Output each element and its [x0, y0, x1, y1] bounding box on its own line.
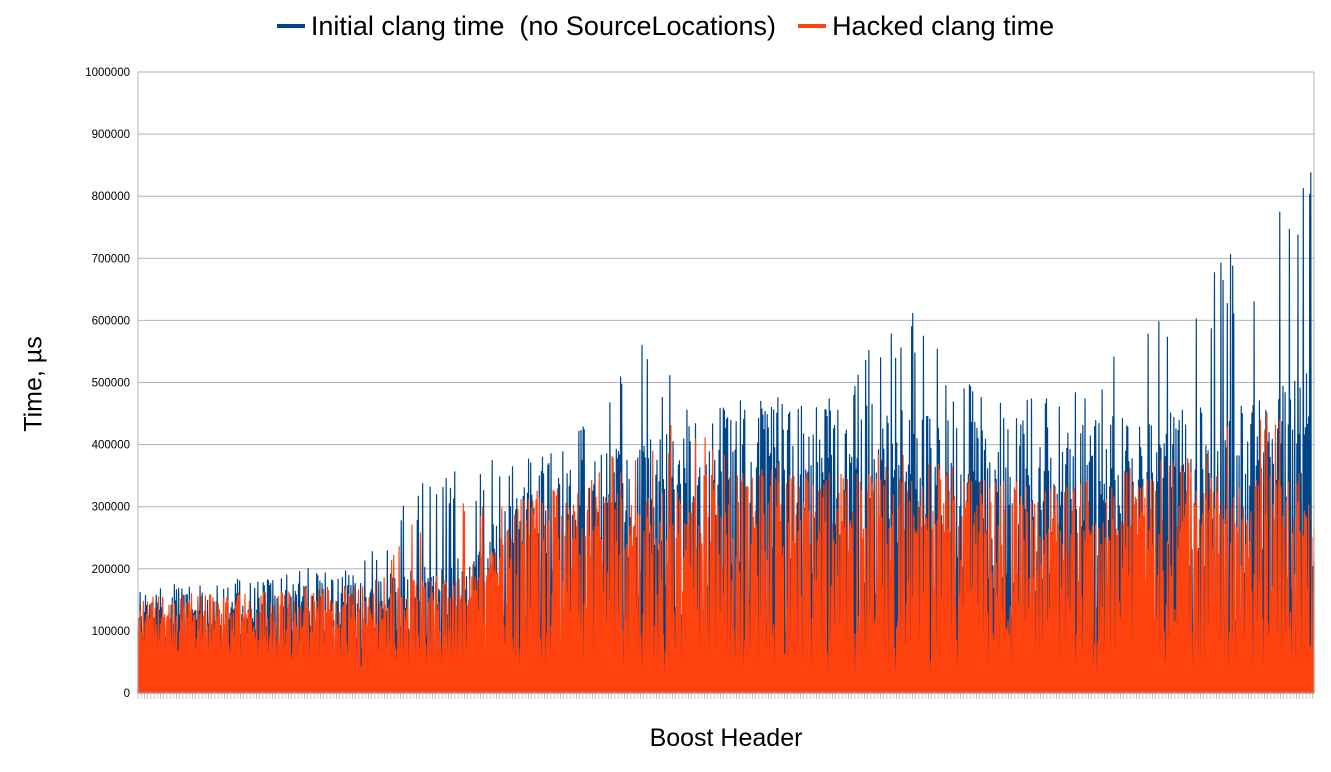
- x-axis-ticks: [137, 693, 1313, 699]
- series-hacked-clang-time: [137, 412, 1315, 694]
- legend-label-initial: Initial clang time (no SourceLocations): [310, 10, 777, 41]
- y-tick-label-6: 600000: [92, 315, 130, 327]
- y-tick-label-4: 400000: [92, 440, 130, 452]
- x-axis-label: Boost Header: [649, 724, 803, 752]
- series-area-series-red: [137, 412, 1315, 694]
- legend-swatch-hacked: [798, 24, 827, 28]
- legend-swatch-initial: [276, 24, 305, 28]
- y-tick-labels: 0 100000 200000 300000 400000 500000 600000 700…: [85, 67, 130, 700]
- legend-item-hacked: Hacked clang time: [798, 11, 1054, 42]
- y-tick-label-7: 700000: [92, 253, 130, 265]
- y-tick-label-3: 300000: [92, 502, 130, 514]
- y-tick-label-9: 900000: [92, 129, 130, 141]
- y-tick-label-8: 800000: [92, 191, 130, 203]
- y-tick-label-0: 0: [124, 688, 130, 700]
- legend-item-initial: Initial clang time (no SourceLocations): [276, 10, 777, 42]
- y-tick-label-10: 1000000: [85, 67, 130, 79]
- legend-label-hacked: Hacked clang time: [832, 10, 1055, 41]
- y-tick-label-2: 200000: [92, 564, 130, 576]
- axes: [137, 72, 1315, 699]
- y-axis-label: Time, µs: [19, 336, 48, 432]
- chart-legend: Initial clang time (no SourceLocations) …: [0, 8, 1331, 44]
- y-tick-label-1: 100000: [92, 626, 130, 638]
- y-tick-label-5: 500000: [92, 378, 130, 390]
